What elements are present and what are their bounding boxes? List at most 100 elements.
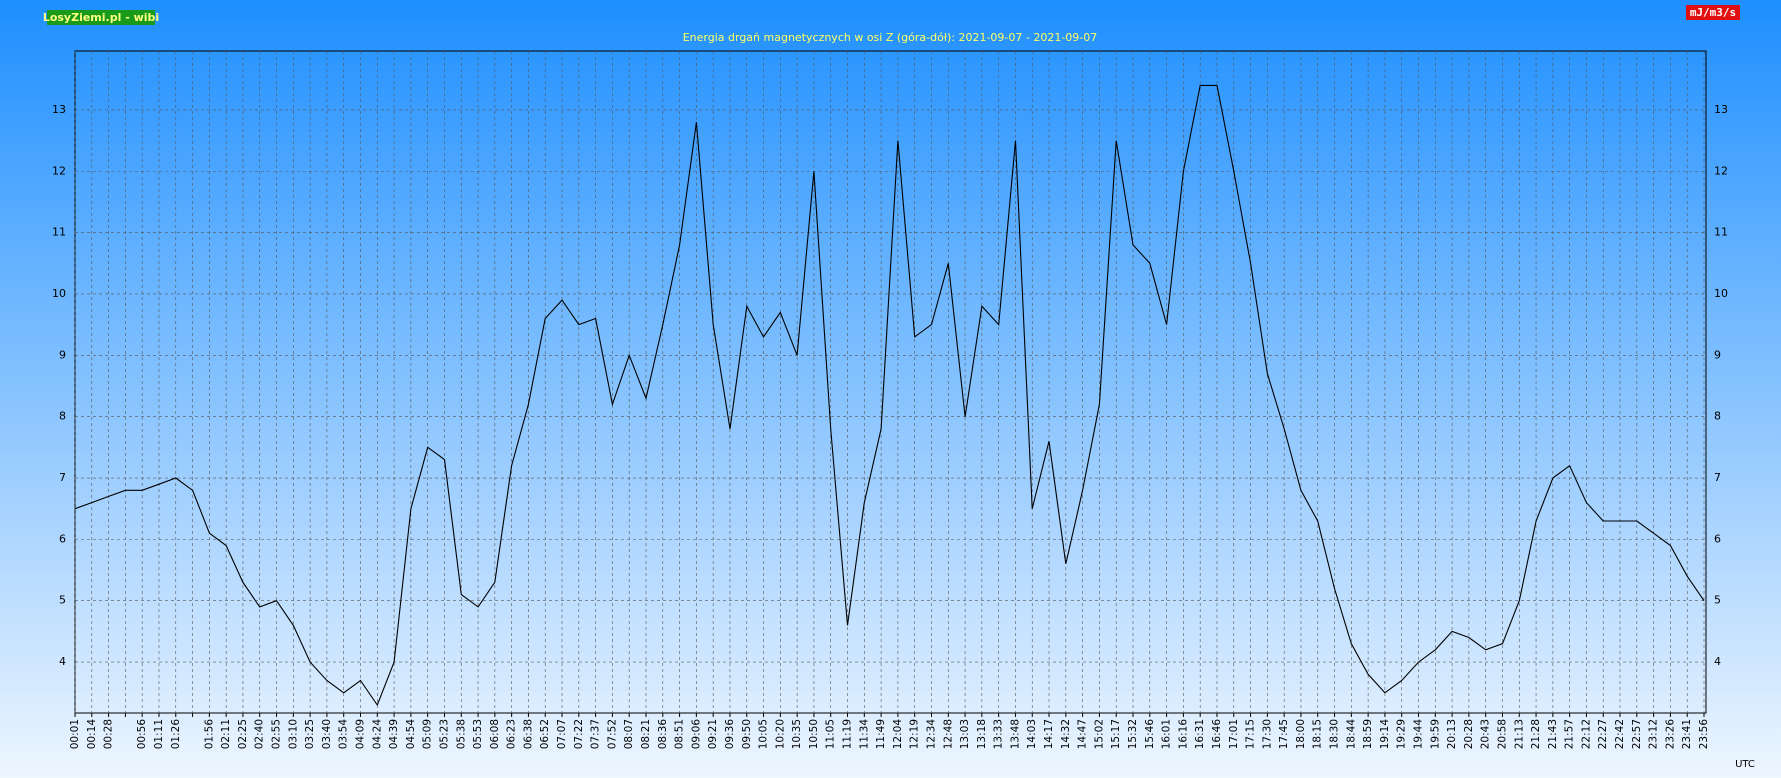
x-tick-label: 17:45	[1278, 719, 1290, 749]
x-tick-label: 18:44	[1345, 719, 1357, 750]
chart-title: Energia drgań magnetycznych w osi Z (gór…	[683, 31, 1098, 44]
x-tick-label: 18:30	[1329, 719, 1341, 749]
x-tick-label: 02:11	[220, 719, 232, 749]
x-tick-label: 22:27	[1597, 719, 1609, 749]
x-tick-label: 00:28	[103, 719, 115, 749]
x-tick-label: 07:37	[590, 719, 602, 749]
y-tick-label-right: 5	[1714, 594, 1721, 607]
x-tick-label: 04:09	[354, 719, 366, 749]
x-tick-label: 23:41	[1681, 719, 1693, 749]
x-tick-label: 07:07	[556, 719, 568, 749]
y-tick-label: 5	[59, 594, 66, 607]
y-tick-label: 12	[52, 164, 66, 177]
y-tick-label-right: 4	[1714, 655, 1721, 668]
x-tick-label: 17:30	[1261, 719, 1273, 749]
x-tick-label: 04:24	[371, 719, 383, 750]
x-tick-label: 08:07	[623, 719, 635, 749]
x-tick-label: 15:46	[1144, 719, 1156, 750]
x-tick-label: 15:32	[1127, 719, 1139, 749]
x-tick-label: 21:57	[1564, 719, 1576, 749]
x-tick-label: 01:11	[153, 719, 165, 749]
y-tick-label: 4	[59, 655, 66, 668]
x-tick-label: 00:01	[69, 719, 81, 749]
x-tick-label: 11:34	[858, 719, 870, 750]
x-tick-label: 14:32	[1060, 719, 1072, 749]
x-tick-label: 16:46	[1211, 719, 1223, 750]
unit-label: mJ/m3/s	[1690, 6, 1736, 19]
x-tick-label: 13:48	[1009, 719, 1021, 749]
x-tick-label: 16:16	[1177, 719, 1189, 750]
x-tick-label: 21:43	[1547, 719, 1559, 749]
x-tick-label: 05:23	[438, 719, 450, 749]
x-tick-label: 13:18	[976, 719, 988, 749]
x-tick-label: 11:05	[825, 719, 837, 749]
x-tick-label: 23:12	[1648, 719, 1660, 749]
x-tick-label: 02:25	[237, 719, 249, 749]
x-tick-label: 14:03	[1026, 719, 1038, 749]
x-tick-label: 03:25	[304, 719, 316, 749]
x-tick-label: 08:51	[674, 719, 686, 749]
x-tick-label: 19:14	[1379, 719, 1391, 750]
x-tick-label: 09:21	[707, 719, 719, 749]
x-tick-label: 01:26	[170, 719, 182, 750]
x-tick-label: 16:31	[1194, 719, 1206, 749]
x-tick-label: 10:50	[808, 719, 820, 749]
x-tick-label: 22:57	[1631, 719, 1643, 749]
x-tick-label: 08:36	[657, 719, 669, 750]
x-tick-label: 00:14	[86, 719, 98, 750]
x-tick-label: 23:56	[1698, 719, 1710, 750]
x-tick-label: 01:56	[203, 719, 215, 750]
x-tick-label: 12:48	[942, 719, 954, 749]
x-tick-label: 07:22	[573, 719, 585, 749]
y-tick-label-right: 13	[1714, 103, 1728, 116]
x-tick-label: 12:34	[925, 719, 937, 750]
x-tick-label: 10:35	[791, 719, 803, 749]
x-tick-label: 05:09	[422, 719, 434, 749]
data-line	[74, 84, 1705, 707]
x-tick-label: 06:38	[522, 719, 534, 749]
y-tick-label-right: 9	[1714, 348, 1721, 361]
x-tick-label: 10:05	[758, 719, 770, 749]
y-tick-label: 6	[59, 532, 66, 545]
x-tick-label: 11:19	[842, 719, 854, 749]
x-tick-label: 18:00	[1295, 719, 1307, 749]
x-tick-label: 20:13	[1446, 719, 1458, 749]
x-tick-label: 18:15	[1312, 719, 1324, 749]
x-tick-label: 12:04	[892, 719, 904, 750]
x-tick-label: 02:55	[271, 719, 283, 749]
y-tick-label-right: 10	[1714, 287, 1728, 300]
y-tick-label: 8	[59, 410, 66, 423]
y-tick-label-right: 12	[1714, 164, 1728, 177]
x-tick-label: 11:49	[875, 719, 887, 749]
x-tick-label: 06:08	[489, 719, 501, 749]
x-tick-label: 17:01	[1228, 719, 1240, 749]
x-tick-label: 23:26	[1664, 719, 1676, 750]
x-tick-label: 19:44	[1413, 719, 1425, 750]
x-tick-label: 04:54	[405, 719, 417, 750]
x-tick-label: 20:58	[1496, 719, 1508, 749]
x-tick-label: 17:15	[1245, 719, 1257, 749]
x-tick-label: 00:56	[136, 719, 148, 750]
x-tick-label: 07:52	[606, 719, 618, 749]
x-tick-label: 06:23	[506, 719, 518, 749]
y-tick-label-right: 6	[1714, 532, 1721, 545]
x-tick-label: 05:38	[455, 719, 467, 749]
x-tick-label: 04:39	[388, 719, 400, 749]
x-tick-label: 06:52	[539, 719, 551, 749]
x-tick-label: 03:40	[321, 719, 333, 749]
y-tick-label: 9	[59, 348, 66, 361]
x-tick-label: 09:06	[690, 719, 702, 750]
x-tick-label: 03:54	[338, 719, 350, 750]
x-tick-label: 09:50	[741, 719, 753, 749]
brand-box	[47, 10, 155, 25]
x-tick-label: 15:02	[1093, 719, 1105, 749]
x-tick-label: 22:42	[1614, 719, 1626, 749]
y-tick-label-right: 11	[1714, 226, 1728, 239]
y-tick-label: 10	[52, 287, 66, 300]
x-tick-label: 21:28	[1530, 719, 1542, 749]
x-tick-label: 20:43	[1480, 719, 1492, 749]
x-tick-label: 12:19	[909, 719, 921, 749]
x-tick-label: 18:59	[1362, 719, 1374, 749]
x-tick-label: 16:01	[1161, 719, 1173, 749]
